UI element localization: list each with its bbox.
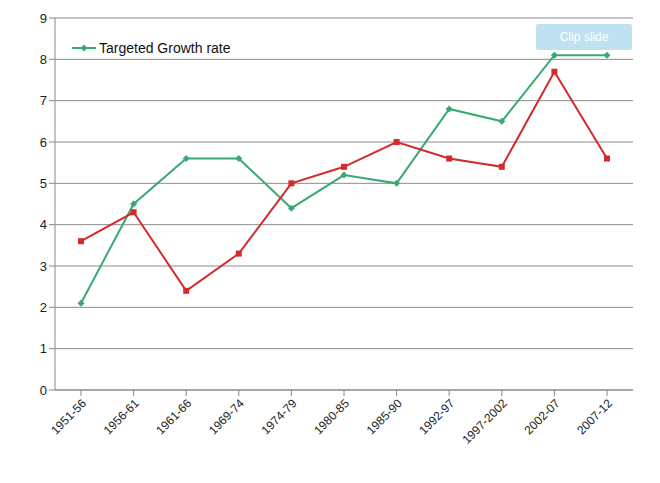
svg-text:1985-90: 1985-90 <box>364 396 405 437</box>
svg-text:5: 5 <box>40 176 47 191</box>
svg-text:1992-97: 1992-97 <box>416 396 457 437</box>
svg-text:6: 6 <box>40 135 47 150</box>
svg-text:1997-2002: 1997-2002 <box>459 396 510 447</box>
html-text:Targeted Growth rate: Targeted Growth rate <box>99 40 231 56</box>
svg-text:8: 8 <box>40 52 47 67</box>
svg-text:1980-85: 1980-85 <box>311 396 352 437</box>
svg-text:9: 9 <box>40 11 47 26</box>
svg-text:0: 0 <box>40 383 47 398</box>
svg-text:1956-61: 1956-61 <box>101 396 142 437</box>
svg-text:1961-66: 1961-66 <box>153 396 194 437</box>
svg-text:1969-74: 1969-74 <box>206 396 247 437</box>
svg-text:4: 4 <box>40 217 47 232</box>
svg-text:7: 7 <box>40 93 47 108</box>
svg-text:1: 1 <box>40 341 47 356</box>
svg-text:2002-07: 2002-07 <box>522 396 563 437</box>
svg-text:2007-12: 2007-12 <box>574 396 615 437</box>
html-text:Clip slide: Clip slide <box>559 30 609 44</box>
svg-text:1974-79: 1974-79 <box>259 396 300 437</box>
svg-text:2: 2 <box>40 300 47 315</box>
svg-text:1951-56: 1951-56 <box>48 396 89 437</box>
svg-text:3: 3 <box>40 259 47 274</box>
